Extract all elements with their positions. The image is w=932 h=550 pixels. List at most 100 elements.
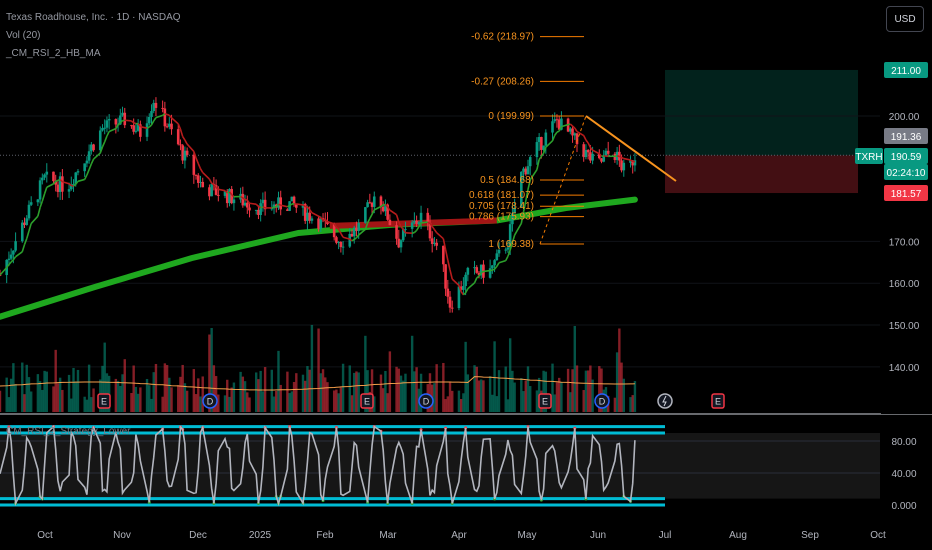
short-ma-segment (366, 218, 371, 224)
event-marker-dividend[interactable]: D (418, 393, 434, 409)
candle-body (270, 208, 274, 210)
candle-body (542, 145, 545, 150)
event-marker-label: E (715, 397, 721, 407)
event-marker-earnings[interactable]: E (538, 393, 552, 409)
candle-body (36, 199, 40, 203)
short-ma-segment (587, 142, 592, 148)
position-tool[interactable] (0, 69, 880, 194)
short-ma-segment (77, 178, 85, 183)
volume-bar (326, 382, 329, 412)
short-ma-segment (93, 152, 101, 160)
candle-body (254, 209, 258, 211)
volume-bar (286, 371, 289, 412)
short-ma-segment (451, 278, 460, 286)
short-ma-segment (99, 146, 104, 154)
time-axis[interactable]: Oct Nov Dec 2025 Feb Mar Apr May Jun Jul Aug Sep Oct (0, 523, 932, 550)
event-marker-earnings[interactable]: E (360, 393, 374, 409)
short-ma-segment (342, 236, 350, 240)
indicator-legend[interactable]: _CM_RSI_2_HB_MA (6, 48, 101, 59)
short-ma-segment (249, 202, 257, 205)
candle-body (395, 225, 398, 239)
oscillator-legend[interactable]: CM_RSI_2_Strategy_Lower (6, 426, 131, 437)
event-marker-dividend[interactable]: D (202, 393, 218, 409)
short-ma-segment (119, 120, 124, 124)
short-ma-segment (429, 222, 433, 227)
candle-body (168, 123, 171, 127)
time-axis-label: May (518, 530, 537, 541)
short-ma-segment (103, 135, 108, 143)
volume-bar (185, 390, 189, 412)
candle-body (179, 144, 182, 146)
fib-level-label: 1 (169.38) (488, 239, 534, 250)
short-ma-segment (258, 205, 262, 209)
candle-body (435, 242, 438, 246)
volume-bar (90, 397, 93, 412)
lightning-icon (657, 393, 673, 409)
short-ma-segment (462, 292, 467, 296)
candle-body (170, 123, 173, 130)
short-ma-segment (542, 146, 547, 154)
short-ma-segment (73, 183, 77, 187)
volume-bar (7, 397, 11, 412)
volume-bar (620, 362, 623, 412)
volume-bar (152, 372, 155, 412)
short-ma-segment (447, 259, 451, 271)
short-ma-segment (400, 226, 404, 230)
volume-bar (83, 396, 86, 412)
candle-body (555, 119, 559, 121)
candle-body (584, 150, 588, 158)
event-marker-split-lightning[interactable] (657, 393, 673, 409)
candle-body (622, 162, 626, 171)
candle-body (364, 207, 367, 223)
short-ma-segment (296, 203, 304, 206)
volume-bar (497, 370, 501, 412)
volume-bar (370, 369, 374, 412)
volume-bar (58, 377, 62, 412)
short-ma-segment (148, 124, 153, 128)
time-axis-label: Oct (37, 530, 53, 541)
candle-body (241, 193, 245, 206)
volume-legend[interactable]: Vol (20) (6, 30, 41, 41)
event-marker-earnings[interactable]: E (97, 393, 111, 409)
fib-retracement[interactable]: -0.62 (218.97) -0.27 (208.26) 0 (199.99) 0.… (469, 32, 587, 250)
volume-bar (629, 397, 632, 412)
trendline[interactable] (585, 115, 677, 182)
candle-body (397, 238, 401, 248)
candle-body (83, 163, 86, 172)
last-price-label-bg (884, 148, 928, 164)
short-ma-segment (108, 127, 117, 133)
orange-trendline (585, 115, 677, 182)
short-ma-segment (598, 153, 603, 157)
volume-bar (402, 380, 405, 412)
candle-body (14, 241, 17, 251)
price-axis[interactable]: 200.00 170.00 160.00 150.00 140.00 211.00 191.… (855, 0, 932, 414)
candle-body (341, 246, 345, 248)
short-ma-segment (153, 117, 157, 122)
volume-bar (45, 371, 48, 412)
candle-body (38, 180, 42, 200)
event-marker-earnings[interactable]: E (711, 393, 725, 409)
short-ma-segment (130, 120, 135, 124)
volume-bar (513, 382, 516, 412)
volume-bar (600, 368, 603, 412)
volume-bar (170, 387, 173, 412)
fib-level-label: 0.618 (181.07) (469, 190, 534, 201)
symbol-legend[interactable]: Texas Roadhouse, Inc. · 1D · NASDAQ (6, 12, 181, 23)
short-ma-segment (211, 182, 215, 186)
short-ma-segment (476, 275, 480, 279)
short-ma-segment (0, 266, 8, 276)
volume-bar (292, 381, 296, 412)
short-ma-segment (228, 191, 233, 196)
short-ma-segment (369, 213, 373, 219)
event-marker-dividend[interactable]: D (594, 393, 610, 409)
currency-button[interactable]: USD (886, 6, 924, 32)
volume-bar (177, 385, 180, 412)
candle-body (199, 181, 202, 183)
short-ma-segment (244, 198, 248, 201)
volume-bar (428, 373, 432, 412)
volume-bar (197, 378, 200, 412)
time-axis-label: Jun (590, 530, 606, 541)
candle-body (348, 233, 352, 247)
